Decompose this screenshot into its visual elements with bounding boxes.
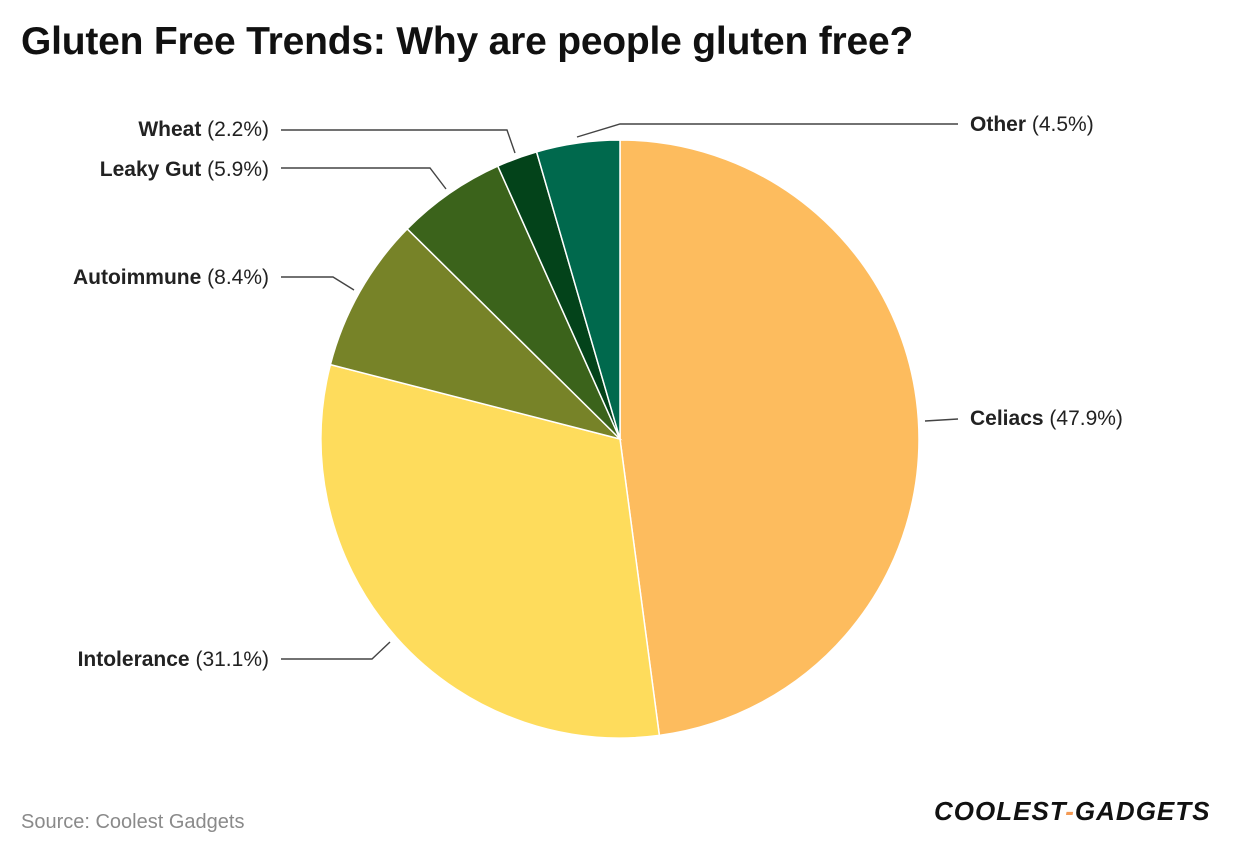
leader-other bbox=[576, 123, 958, 138]
label-name-other: Other bbox=[970, 113, 1026, 136]
leader-celiacs bbox=[924, 418, 959, 422]
label-name-wheat: Wheat bbox=[138, 118, 201, 141]
slice-other bbox=[535, 139, 621, 440]
chart-title: Gluten Free Trends: Why are people glute… bbox=[21, 20, 914, 63]
leader-leaky-gut bbox=[281, 167, 447, 190]
leader-intolerance bbox=[281, 641, 391, 660]
label-value-wheat: (2.2%) bbox=[201, 118, 269, 141]
label-name-autoimmune: Autoimmune bbox=[73, 266, 201, 289]
label-wheat: Wheat (2.2%) bbox=[138, 118, 269, 141]
label-value-celiacs: (47.9%) bbox=[1044, 407, 1123, 430]
brand-separator: - bbox=[1065, 796, 1075, 826]
brand-logo: COOLEST-GADGETS bbox=[934, 796, 1211, 827]
pie-slices bbox=[320, 139, 920, 739]
slice-intolerance bbox=[320, 363, 661, 739]
slice-autoimmune bbox=[329, 227, 623, 441]
label-value-other: (4.5%) bbox=[1026, 113, 1094, 136]
slice-labels: Celiacs (47.9%) Intolerance (31.1%) Autoim… bbox=[73, 113, 1123, 671]
label-autoimmune: Autoimmune (8.4%) bbox=[73, 266, 269, 289]
label-leaky-gut: Leaky Gut (5.9%) bbox=[100, 158, 269, 181]
label-value-leaky-gut: (5.9%) bbox=[201, 158, 269, 181]
label-value-autoimmune: (8.4%) bbox=[201, 266, 269, 289]
brand-right: GADGETS bbox=[1074, 796, 1211, 826]
label-name-leaky-gut: Leaky Gut bbox=[100, 158, 202, 181]
label-name-celiacs: Celiacs bbox=[970, 407, 1044, 430]
brand-left: COOLEST bbox=[934, 796, 1066, 826]
label-other: Other (4.5%) bbox=[970, 113, 1094, 136]
label-name-intolerance: Intolerance bbox=[78, 648, 190, 671]
leader-lines bbox=[281, 123, 959, 660]
slice-celiacs bbox=[619, 139, 920, 737]
label-celiacs: Celiacs (47.9%) bbox=[970, 407, 1123, 430]
source-note: Source: Coolest Gadgets bbox=[21, 811, 245, 833]
leader-autoimmune bbox=[281, 276, 355, 291]
label-value-intolerance: (31.1%) bbox=[190, 648, 269, 671]
leader-wheat bbox=[281, 129, 516, 154]
label-intolerance: Intolerance (31.1%) bbox=[78, 648, 269, 671]
